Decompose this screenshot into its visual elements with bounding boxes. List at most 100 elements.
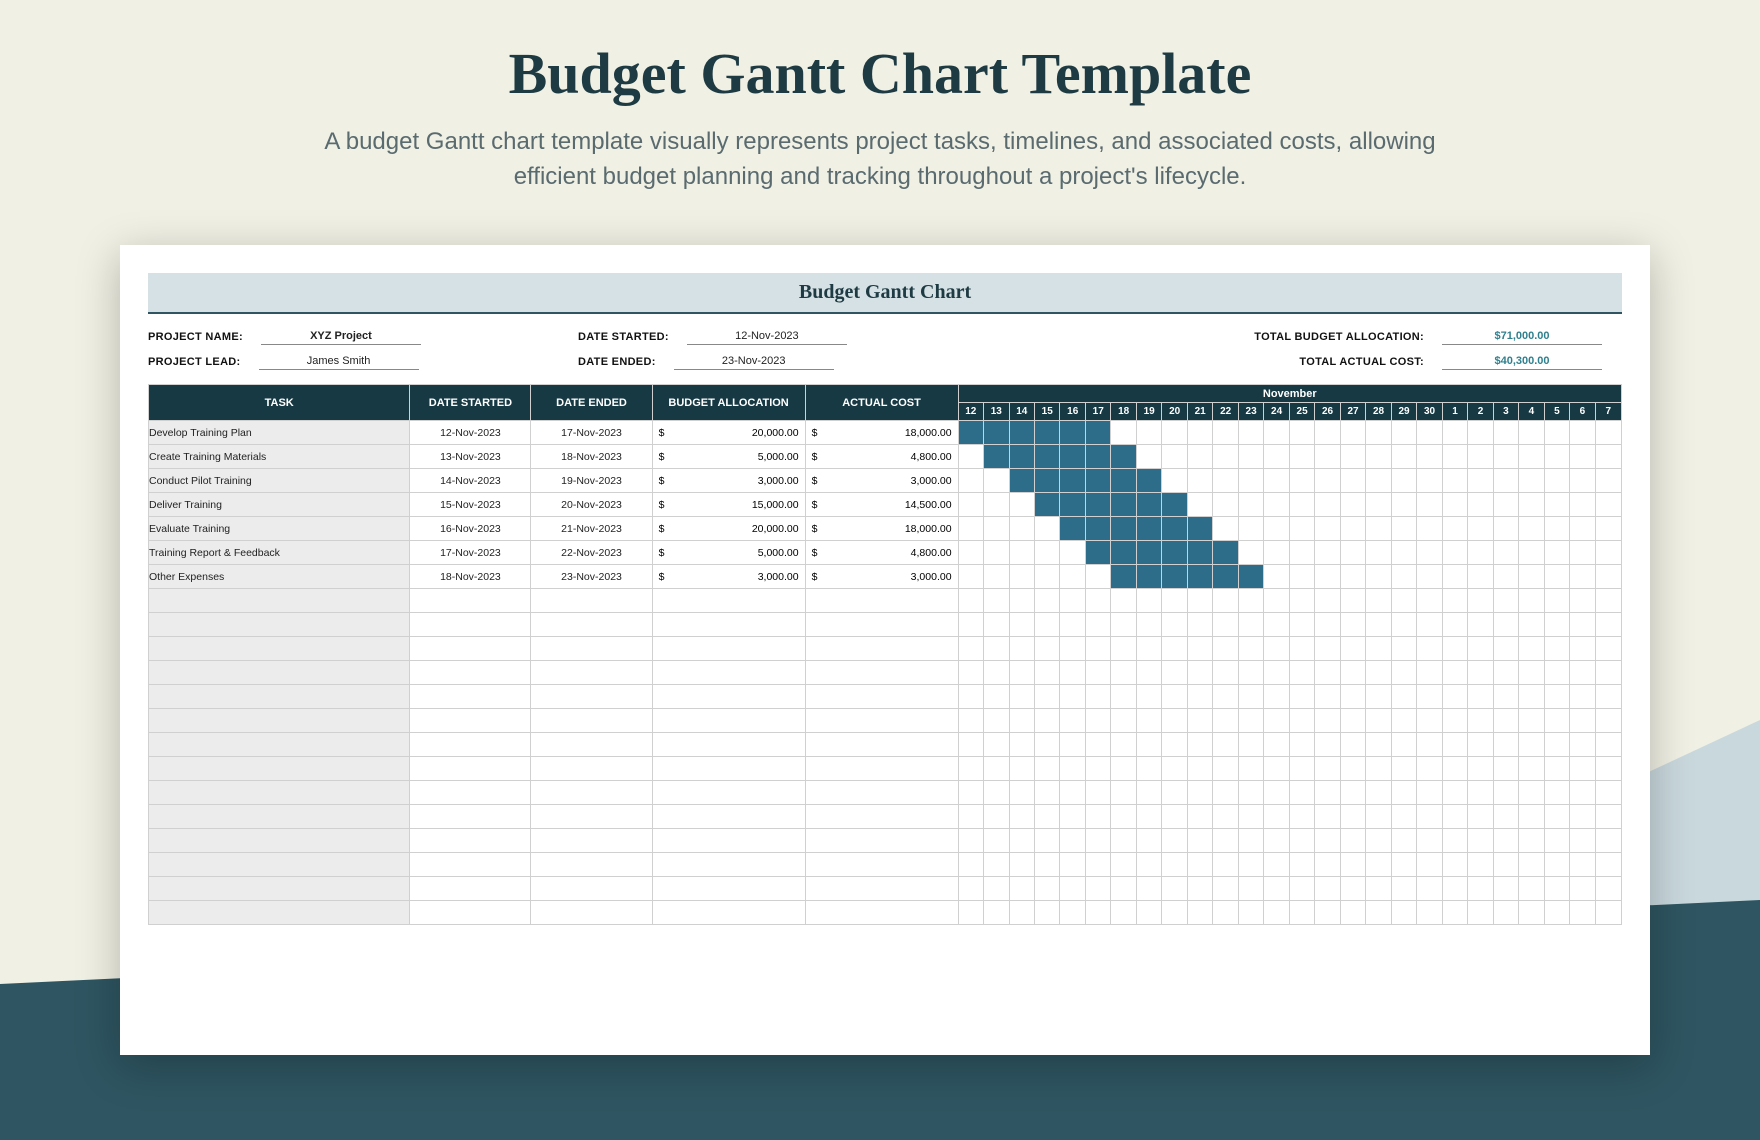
gantt-cell [1468,541,1493,565]
gantt-cell [1111,469,1136,493]
label-total-budget: TOTAL BUDGET ALLOCATION: [1254,331,1424,343]
header-day: 16 [1060,403,1085,421]
gantt-cell [1468,421,1493,445]
header-day: 3 [1493,403,1518,421]
cell-task-name: Evaluate Training [149,517,410,541]
table-row: Deliver Training15-Nov-202320-Nov-2023$1… [149,493,1622,517]
gantt-cell [1187,565,1212,589]
table-row-empty [149,709,1622,733]
gantt-cell [1264,469,1289,493]
cell-budget: $5,000.00 [652,541,805,565]
gantt-cell [1162,445,1187,469]
gantt-cell [1060,493,1085,517]
gantt-cell [1213,517,1238,541]
cell-empty [149,829,410,853]
cell-empty [149,805,410,829]
gantt-cell [1238,421,1263,445]
header-day: 28 [1366,403,1391,421]
meta-row-2: PROJECT LEAD: James Smith DATE ENDED: 23… [148,351,1622,384]
gantt-cell [1570,517,1595,541]
meta-row-1: PROJECT NAME: XYZ Project DATE STARTED: … [148,314,1622,351]
cell-actual: $3,000.00 [805,565,958,589]
header-day: 20 [1162,403,1187,421]
header-day: 7 [1595,403,1621,421]
label-project-lead: PROJECT LEAD: [148,356,241,368]
gantt-cell [1213,469,1238,493]
gantt-table: TASKDATE STARTEDDATE ENDEDBUDGET ALLOCAT… [148,384,1622,925]
cell-actual: $4,800.00 [805,445,958,469]
cell-empty [149,853,410,877]
table-row: Develop Training Plan12-Nov-202317-Nov-2… [149,421,1622,445]
gantt-cell [1035,517,1060,541]
table-row-empty [149,733,1622,757]
gantt-cell [1315,445,1340,469]
table-row-empty [149,877,1622,901]
cell-budget: $5,000.00 [652,445,805,469]
gantt-cell [1468,517,1493,541]
gantt-cell [1468,565,1493,589]
header-day: 4 [1519,403,1544,421]
header-day: 12 [958,403,983,421]
gantt-cell [1085,421,1110,445]
gantt-cell [1442,493,1467,517]
cell-budget: $20,000.00 [652,517,805,541]
gantt-cell [1417,445,1442,469]
cell-empty [149,757,410,781]
table-row: Create Training Materials13-Nov-202318-N… [149,445,1622,469]
gantt-cell [1009,421,1034,445]
gantt-cell [1238,517,1263,541]
table-row-empty [149,589,1622,613]
table-row-empty [149,613,1622,637]
gantt-cell [1085,541,1110,565]
gantt-cell [1417,517,1442,541]
gantt-cell [1009,493,1034,517]
cell-empty [149,613,410,637]
gantt-cell [1264,565,1289,589]
header-day: 25 [1289,403,1314,421]
header-actual: ACTUAL COST [805,385,958,421]
header-day: 13 [984,403,1009,421]
gantt-cell [1493,445,1518,469]
gantt-cell [1213,565,1238,589]
header-day: 29 [1391,403,1416,421]
gantt-cell [1264,445,1289,469]
gantt-cell [1544,517,1569,541]
cell-actual: $14,500.00 [805,493,958,517]
gantt-cell [984,517,1009,541]
cell-actual: $18,000.00 [805,517,958,541]
gantt-cell [1340,565,1365,589]
gantt-cell [1035,421,1060,445]
gantt-cell [1289,517,1314,541]
gantt-cell [1085,445,1110,469]
gantt-cell [1493,469,1518,493]
gantt-cell [1085,493,1110,517]
header-date-started: DATE STARTED [410,385,531,421]
gantt-cell [1136,469,1161,493]
gantt-cell [958,517,983,541]
value-project-lead: James Smith [259,353,419,370]
header-day: 18 [1111,403,1136,421]
header-day: 22 [1213,403,1238,421]
gantt-cell [1264,493,1289,517]
header-day: 17 [1085,403,1110,421]
table-row: Other Expenses18-Nov-202323-Nov-2023$3,0… [149,565,1622,589]
value-total-budget: $71,000.00 [1442,328,1602,345]
gantt-cell [1136,517,1161,541]
gantt-cell [1085,469,1110,493]
gantt-cell [1340,517,1365,541]
table-row-empty [149,805,1622,829]
gantt-cell [984,541,1009,565]
gantt-cell [1493,565,1518,589]
gantt-cell [1595,469,1621,493]
gantt-cell [1417,541,1442,565]
gantt-cell [1595,517,1621,541]
gantt-cell [1544,421,1569,445]
gantt-cell [1340,445,1365,469]
cell-task-name: Develop Training Plan [149,421,410,445]
gantt-cell [1442,541,1467,565]
gantt-cell [1264,517,1289,541]
gantt-cell [958,469,983,493]
gantt-cell [1315,421,1340,445]
header-day: 5 [1544,403,1569,421]
table-row: Evaluate Training16-Nov-202321-Nov-2023$… [149,517,1622,541]
